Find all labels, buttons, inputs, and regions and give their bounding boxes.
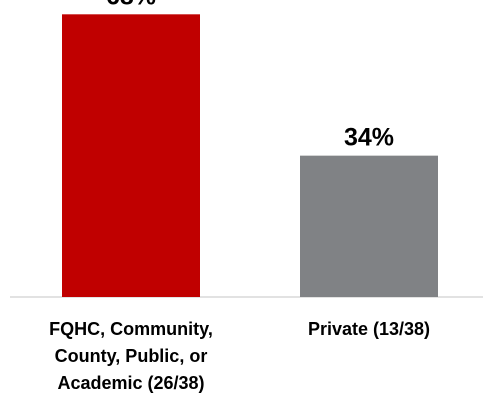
value-label-1: 34% (344, 124, 394, 152)
category-label-0-line-0: FQHC, Community, (49, 319, 213, 339)
category-label-1: Private (13/38) (308, 319, 430, 339)
bars-group (62, 14, 438, 298)
bar-1 (300, 155, 438, 297)
category-label-0-line-2: Academic (26/38) (57, 373, 204, 393)
category-label-0-line-1: County, Public, or (55, 346, 208, 366)
value-labels-group: 68% 34% (106, 0, 394, 152)
category-label-0: FQHC, Community, County, Public, or Academ… (49, 319, 213, 393)
value-label-0: 68% (106, 0, 156, 10)
category-labels-group: FQHC, Community, County, Public, or Academ… (49, 319, 430, 393)
category-label-1-line-0: Private (13/38) (308, 319, 430, 339)
bar-0 (62, 14, 200, 298)
